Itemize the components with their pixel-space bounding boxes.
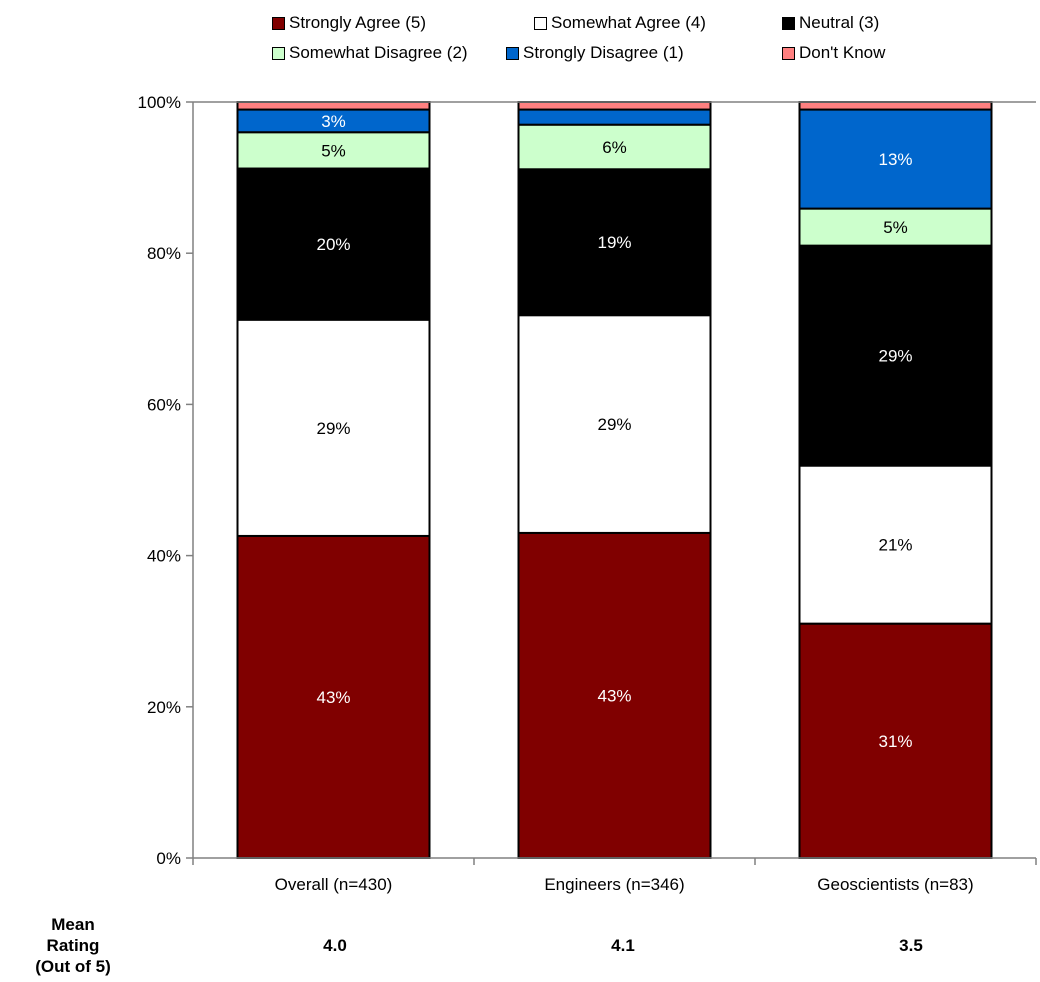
mean-rating-title: Mean Rating (Out of 5) (18, 914, 128, 977)
legend-swatch (782, 46, 795, 60)
data-label: 3% (321, 112, 346, 131)
legend-swatch (782, 16, 795, 30)
legend-row-1: Strongly Agree (5) Somewhat Agree (4) Ne… (272, 8, 972, 38)
bar-segment-somewhat-disagree-2 (517, 123, 712, 171)
bar-segment-neutral-3 (236, 167, 431, 321)
y-tick-label: 20% (147, 698, 181, 717)
legend-label: Neutral (3) (799, 13, 880, 32)
bar-segment-strongly-agree-5 (236, 534, 431, 859)
bar-segment-somewhat-disagree-2 (798, 207, 993, 247)
bar-segment-strongly-agree-5 (517, 531, 712, 859)
legend-item-dont-know: Don't Know (782, 43, 885, 63)
legend-row-2: Somewhat Disagree (2) Strongly Disagree … (272, 38, 972, 68)
mean-rating-engineers: 4.1 (611, 936, 635, 955)
data-label: 43% (316, 688, 350, 707)
y-tick-label: 80% (147, 244, 181, 263)
data-label: 31% (878, 732, 912, 751)
legend-item-neutral: Neutral (3) (782, 13, 879, 33)
bar-segment-don-t-know (798, 101, 993, 111)
stacked-bar-chart: 43% 29% 20% 5% 3% Overall (n=430) 43% 29% 19% 6% E… (138, 93, 1037, 894)
bar-segment-don-t-know (236, 101, 431, 111)
data-label: 43% (597, 686, 631, 705)
bar-segment-somewhat-agree-4 (798, 464, 993, 625)
mean-title-line: (Out of 5) (35, 957, 111, 976)
bar-segment-strongly-disagree-1 (798, 108, 993, 210)
legend-label: Somewhat Disagree (2) (289, 43, 468, 62)
mean-rating-overall: 4.0 (323, 936, 347, 955)
legend-swatch (272, 16, 285, 30)
bar-segment-neutral-3 (798, 244, 993, 467)
bar-segment-strongly-disagree-1 (517, 108, 712, 126)
legend-item-somewhat-agree: Somewhat Agree (4) (534, 13, 782, 33)
y-tick-label: 0% (156, 849, 181, 868)
legend-item-somewhat-disagree: Somewhat Disagree (2) (272, 43, 506, 63)
legend-label: Somewhat Agree (4) (551, 13, 706, 32)
bar-segment-don-t-know (517, 101, 712, 111)
data-label: 21% (878, 536, 912, 555)
data-label: 13% (878, 150, 912, 169)
data-label: 29% (597, 415, 631, 434)
data-label: 29% (316, 419, 350, 438)
legend-swatch (534, 16, 547, 30)
x-tick-label: Engineers (n=346) (544, 875, 684, 894)
legend-swatch (272, 46, 285, 60)
data-label: 5% (321, 141, 346, 160)
y-tick-label: 100% (138, 93, 181, 112)
legend: Strongly Agree (5) Somewhat Agree (4) Ne… (272, 8, 972, 68)
legend-label: Strongly Disagree (1) (523, 43, 684, 62)
legend-label: Don't Know (799, 43, 886, 62)
mean-rating-geoscientists: 3.5 (899, 936, 923, 955)
bar-segment-neutral-3 (517, 168, 712, 317)
x-tick-label: Overall (n=430) (275, 875, 393, 894)
bar-segment-somewhat-agree-4 (517, 314, 712, 534)
legend-item-strongly-disagree: Strongly Disagree (1) (506, 43, 782, 63)
data-label: 20% (316, 235, 350, 254)
data-label: 6% (602, 138, 627, 157)
y-tick-label: 40% (147, 547, 181, 566)
legend-item-strongly-agree: Strongly Agree (5) (272, 13, 534, 33)
mean-title-line: Mean (51, 915, 95, 934)
data-label: 19% (597, 233, 631, 252)
y-tick-label: 60% (147, 395, 181, 414)
x-tick-label: Geoscientists (n=83) (817, 875, 973, 894)
legend-swatch (506, 46, 519, 60)
legend-label: Strongly Agree (5) (289, 13, 427, 32)
bar-segment-somewhat-agree-4 (236, 318, 431, 537)
mean-title-line: Rating (46, 936, 100, 955)
data-label: 5% (883, 218, 908, 237)
data-label: 29% (878, 347, 912, 366)
bar-segment-strongly-agree-5 (798, 622, 993, 860)
